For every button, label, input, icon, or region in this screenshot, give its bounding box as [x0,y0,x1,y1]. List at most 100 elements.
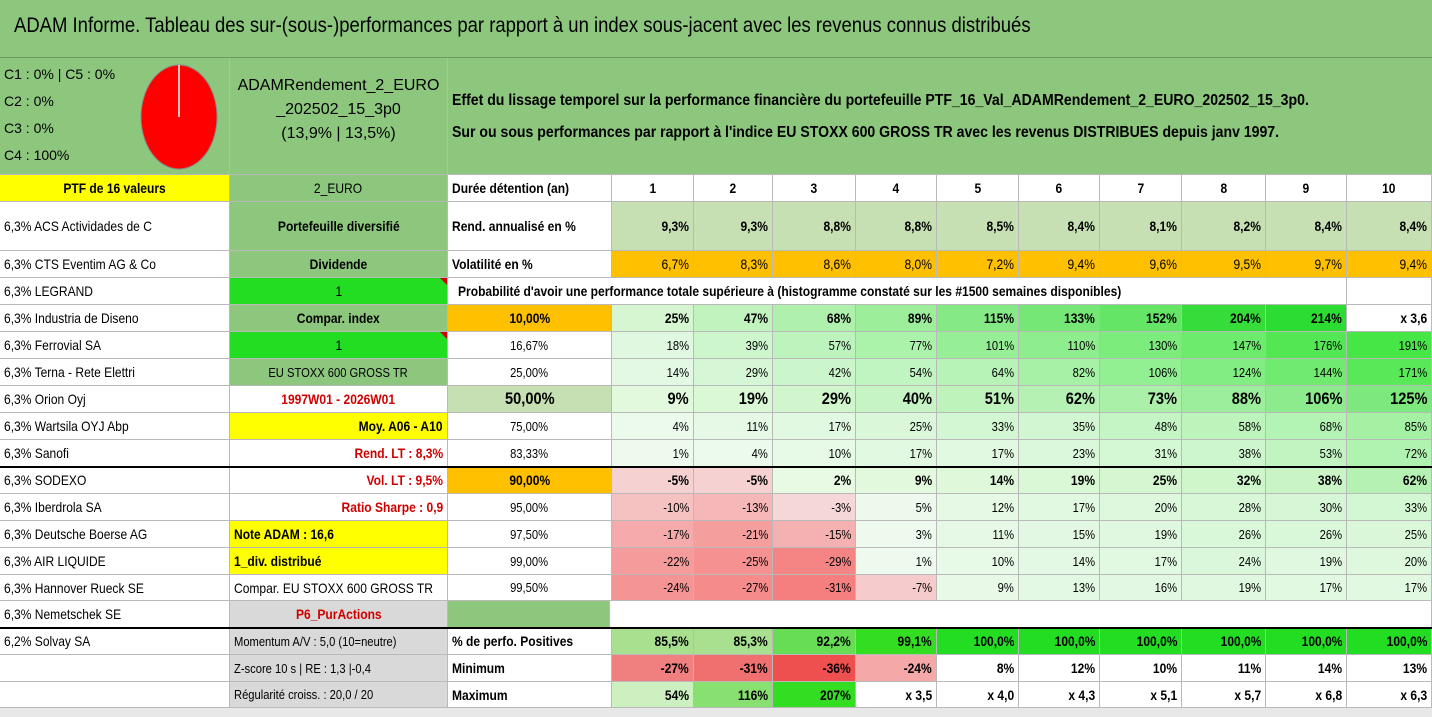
positives-value[interactable]: 85,3% [694,628,773,655]
holdings-header[interactable]: PTF de 16 valeurs [0,175,230,202]
rend-value[interactable]: 8,8% [856,202,937,251]
prob-value[interactable]: 144% [1266,359,1347,386]
prob-value[interactable]: 85% [1347,413,1432,440]
rend-value[interactable]: 8,2% [1182,202,1266,251]
rend-value[interactable]: 9,3% [612,202,694,251]
maximum-value[interactable]: x 6,8 [1266,682,1347,708]
year-header[interactable]: 6 [1019,175,1100,202]
prob-value[interactable]: -25% [694,548,773,575]
prob-value[interactable]: 73% [1100,386,1182,413]
prob-value[interactable]: -22% [612,548,694,575]
prob-value[interactable]: -13% [694,494,773,521]
prob-value[interactable]: 13% [1019,575,1100,601]
prob-value[interactable]: 20% [1100,494,1182,521]
prob-value[interactable]: 133% [1019,305,1100,332]
prob-value[interactable]: 25% [612,305,694,332]
maximum-label[interactable]: Maximum [448,682,612,708]
info-cell[interactable]: Note ADAM : 16,6 [230,521,448,548]
prob-value[interactable]: 124% [1182,359,1266,386]
prob-value[interactable]: 19% [1182,575,1266,601]
positives-value[interactable]: 100,0% [1182,628,1266,655]
prob-value[interactable]: 29% [694,359,773,386]
prob-value[interactable]: 39% [694,332,773,359]
info-cell[interactable]: Ratio Sharpe : 0,9 [230,494,448,521]
prob-threshold-label[interactable]: 90,00% [448,467,612,494]
prob-value[interactable]: 64% [937,359,1019,386]
prob-value[interactable]: 125% [1347,386,1432,413]
prob-value[interactable]: -24% [612,575,694,601]
holding-row[interactable]: 6,3% Ferrovial SA [0,332,230,359]
info-cell[interactable]: 1 [230,332,448,359]
prob-value[interactable]: 191% [1347,332,1432,359]
holding-row-empty[interactable] [0,682,230,708]
vol-value[interactable]: 9,4% [1019,251,1100,278]
info-cell[interactable]: Moy. A06 - A10 [230,413,448,440]
rend-value[interactable]: 8,8% [773,202,856,251]
vol-value[interactable]: 9,7% [1266,251,1347,278]
prob-value[interactable]: 1% [612,440,694,467]
prob-value[interactable]: 58% [1182,413,1266,440]
holding-row[interactable]: 6,3% Orion Oyj [0,386,230,413]
prob-value[interactable]: -3% [773,494,856,521]
prob-value[interactable]: 10% [773,440,856,467]
rend-value[interactable]: 8,5% [937,202,1019,251]
prob-value[interactable]: 31% [1100,440,1182,467]
prob-value[interactable]: 25% [856,413,937,440]
duration-label[interactable]: Durée détention (an) [448,175,612,202]
prob-value[interactable]: 11% [694,413,773,440]
info-cell[interactable]: 1 [230,278,448,305]
prob-value[interactable]: 23% [1019,440,1100,467]
prob-value[interactable]: 11% [937,521,1019,548]
minimum-value[interactable]: 13% [1347,655,1432,682]
prob-value[interactable]: 16% [1100,575,1182,601]
prob-value[interactable]: 18% [612,332,694,359]
holding-row[interactable]: 6,3% AIR LIQUIDE [0,548,230,575]
positives-value[interactable]: 100,0% [1100,628,1182,655]
prob-value[interactable]: -15% [773,521,856,548]
positives-value[interactable]: 92,2% [773,628,856,655]
positives-value[interactable]: 100,0% [937,628,1019,655]
prob-threshold-label[interactable]: 97,50% [448,521,612,548]
prob-value[interactable]: 204% [1182,305,1266,332]
prob-value[interactable]: 17% [1100,548,1182,575]
maximum-value[interactable]: x 4,0 [937,682,1019,708]
holding-row[interactable]: 6,3% ACS Actividades de C [0,202,230,251]
holding-row[interactable]: 6,2% Solvay SA [0,628,230,655]
prob-value[interactable]: 17% [856,440,937,467]
prob-threshold-label[interactable]: 16,67% [448,332,612,359]
prob-value[interactable]: 17% [1266,575,1347,601]
prob-value[interactable]: 115% [937,305,1019,332]
prob-value[interactable]: 14% [1019,548,1100,575]
positives-value[interactable]: 100,0% [1347,628,1432,655]
prob-value[interactable]: 19% [694,386,773,413]
prob-threshold-label[interactable]: 99,50% [448,575,612,601]
prob-value[interactable]: 10% [937,548,1019,575]
prob-value[interactable]: 9% [937,575,1019,601]
prob-value[interactable]: 110% [1019,332,1100,359]
prob-value[interactable]: 4% [612,413,694,440]
year-header[interactable]: 10 [1347,175,1432,202]
year-header[interactable]: 5 [937,175,1019,202]
prob-value[interactable]: 33% [937,413,1019,440]
vol-value[interactable]: 9,6% [1100,251,1182,278]
vol-label[interactable]: Volatilité en % [448,251,612,278]
prob-value[interactable]: 47% [694,305,773,332]
prob-value[interactable]: 53% [1266,440,1347,467]
info-cell[interactable]: Dividende [230,251,448,278]
rend-value[interactable]: 8,4% [1019,202,1100,251]
prob-value[interactable]: 2% [773,467,856,494]
prob-value[interactable]: -5% [612,467,694,494]
maximum-value[interactable]: x 5,1 [1100,682,1182,708]
info-cell[interactable]: Portefeuille diversifié [230,202,448,251]
vol-value[interactable]: 8,6% [773,251,856,278]
prob-value[interactable]: 88% [1182,386,1266,413]
prob-value[interactable]: -27% [694,575,773,601]
prob-value[interactable]: 3% [856,521,937,548]
holding-row[interactable]: 6,3% SODEXO [0,467,230,494]
minimum-value[interactable]: -24% [856,655,937,682]
prob-value[interactable]: -31% [773,575,856,601]
prob-value[interactable]: 32% [1182,467,1266,494]
prob-value[interactable]: -21% [694,521,773,548]
year-header[interactable]: 9 [1266,175,1347,202]
minimum-value[interactable]: 8% [937,655,1019,682]
